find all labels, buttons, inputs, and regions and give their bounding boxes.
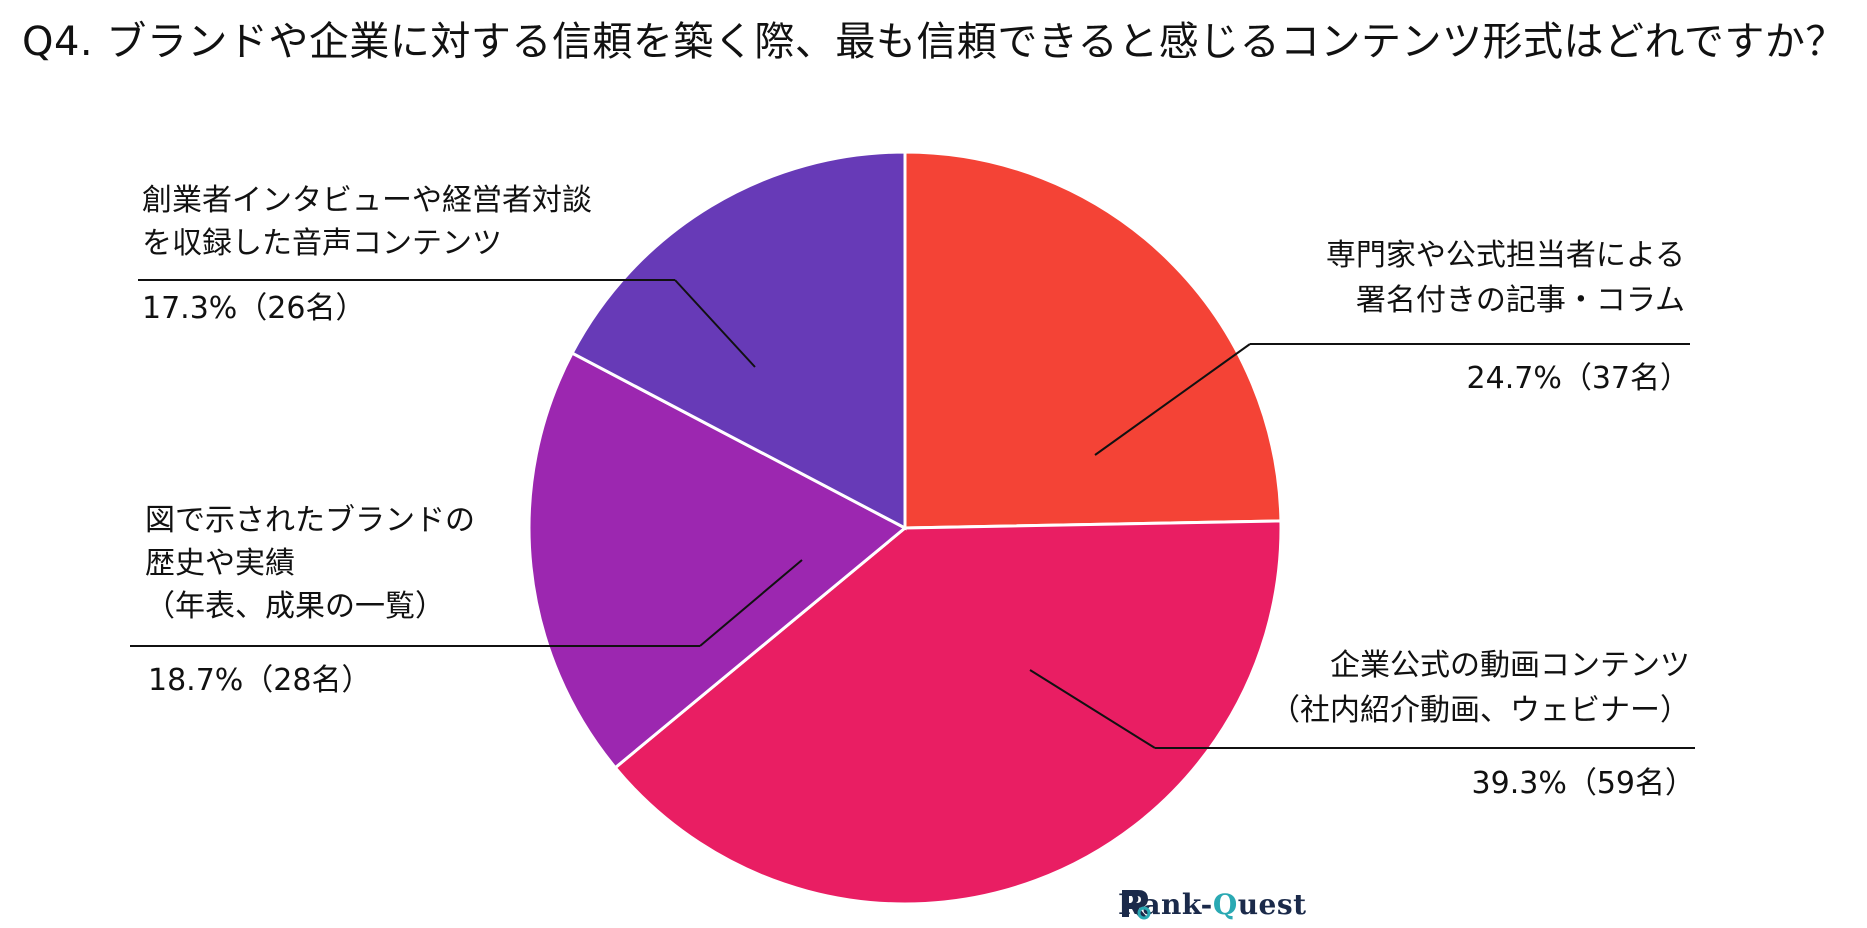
leader-line-1 <box>1094 343 1251 456</box>
pie-slice-2 <box>613 519 1283 906</box>
pie-slices <box>527 150 1283 906</box>
pie-slice-3 <box>527 351 908 770</box>
leader-line-4 <box>674 279 756 368</box>
slice-percent-4: 17.3%（26名） <box>142 291 365 326</box>
slice-label-1-line-1: 専門家や公式担当者による <box>1326 238 1685 273</box>
leader-line-3 <box>699 559 803 647</box>
slice-label-3-line-3: （年表、成果の一覧） <box>145 589 445 624</box>
slice-label-3-line-1: 図で示されたブランドの <box>145 503 475 538</box>
chart-title: Q4. ブランドや企業に対する信頼を築く際、最も信頼できると感じるコンテンツ形式… <box>22 19 1846 65</box>
slice-percent-1: 24.7%（37名） <box>1467 361 1690 396</box>
slice-percent-2: 39.3%（59名） <box>1472 766 1695 801</box>
slice-label-2-line-2: （社内紹介動画、ウェビナー） <box>1270 693 1690 728</box>
slice-percent-3: 18.7%（28名） <box>148 663 371 698</box>
leader-lines <box>130 279 1695 749</box>
slice-label-1-line-2: 署名付きの記事・コラム <box>1356 283 1685 318</box>
rank-quest-logo-icon <box>1122 890 1151 920</box>
pie-slice-4 <box>570 150 907 531</box>
slice-label-2-line-1: 企業公式の動画コンテンツ <box>1330 648 1690 683</box>
slice-label-4-line-1: 創業者インタビューや経営者対談 <box>142 183 592 218</box>
brand-logo: Rank-Quest <box>1118 886 1307 922</box>
slice-label-3-line-2: 歴史や実績 <box>145 546 295 581</box>
slice-label-4-line-2: を収録した音声コンテンツ <box>142 226 502 261</box>
leader-line-2 <box>1029 669 1156 749</box>
pie-slice-1 <box>903 150 1283 530</box>
